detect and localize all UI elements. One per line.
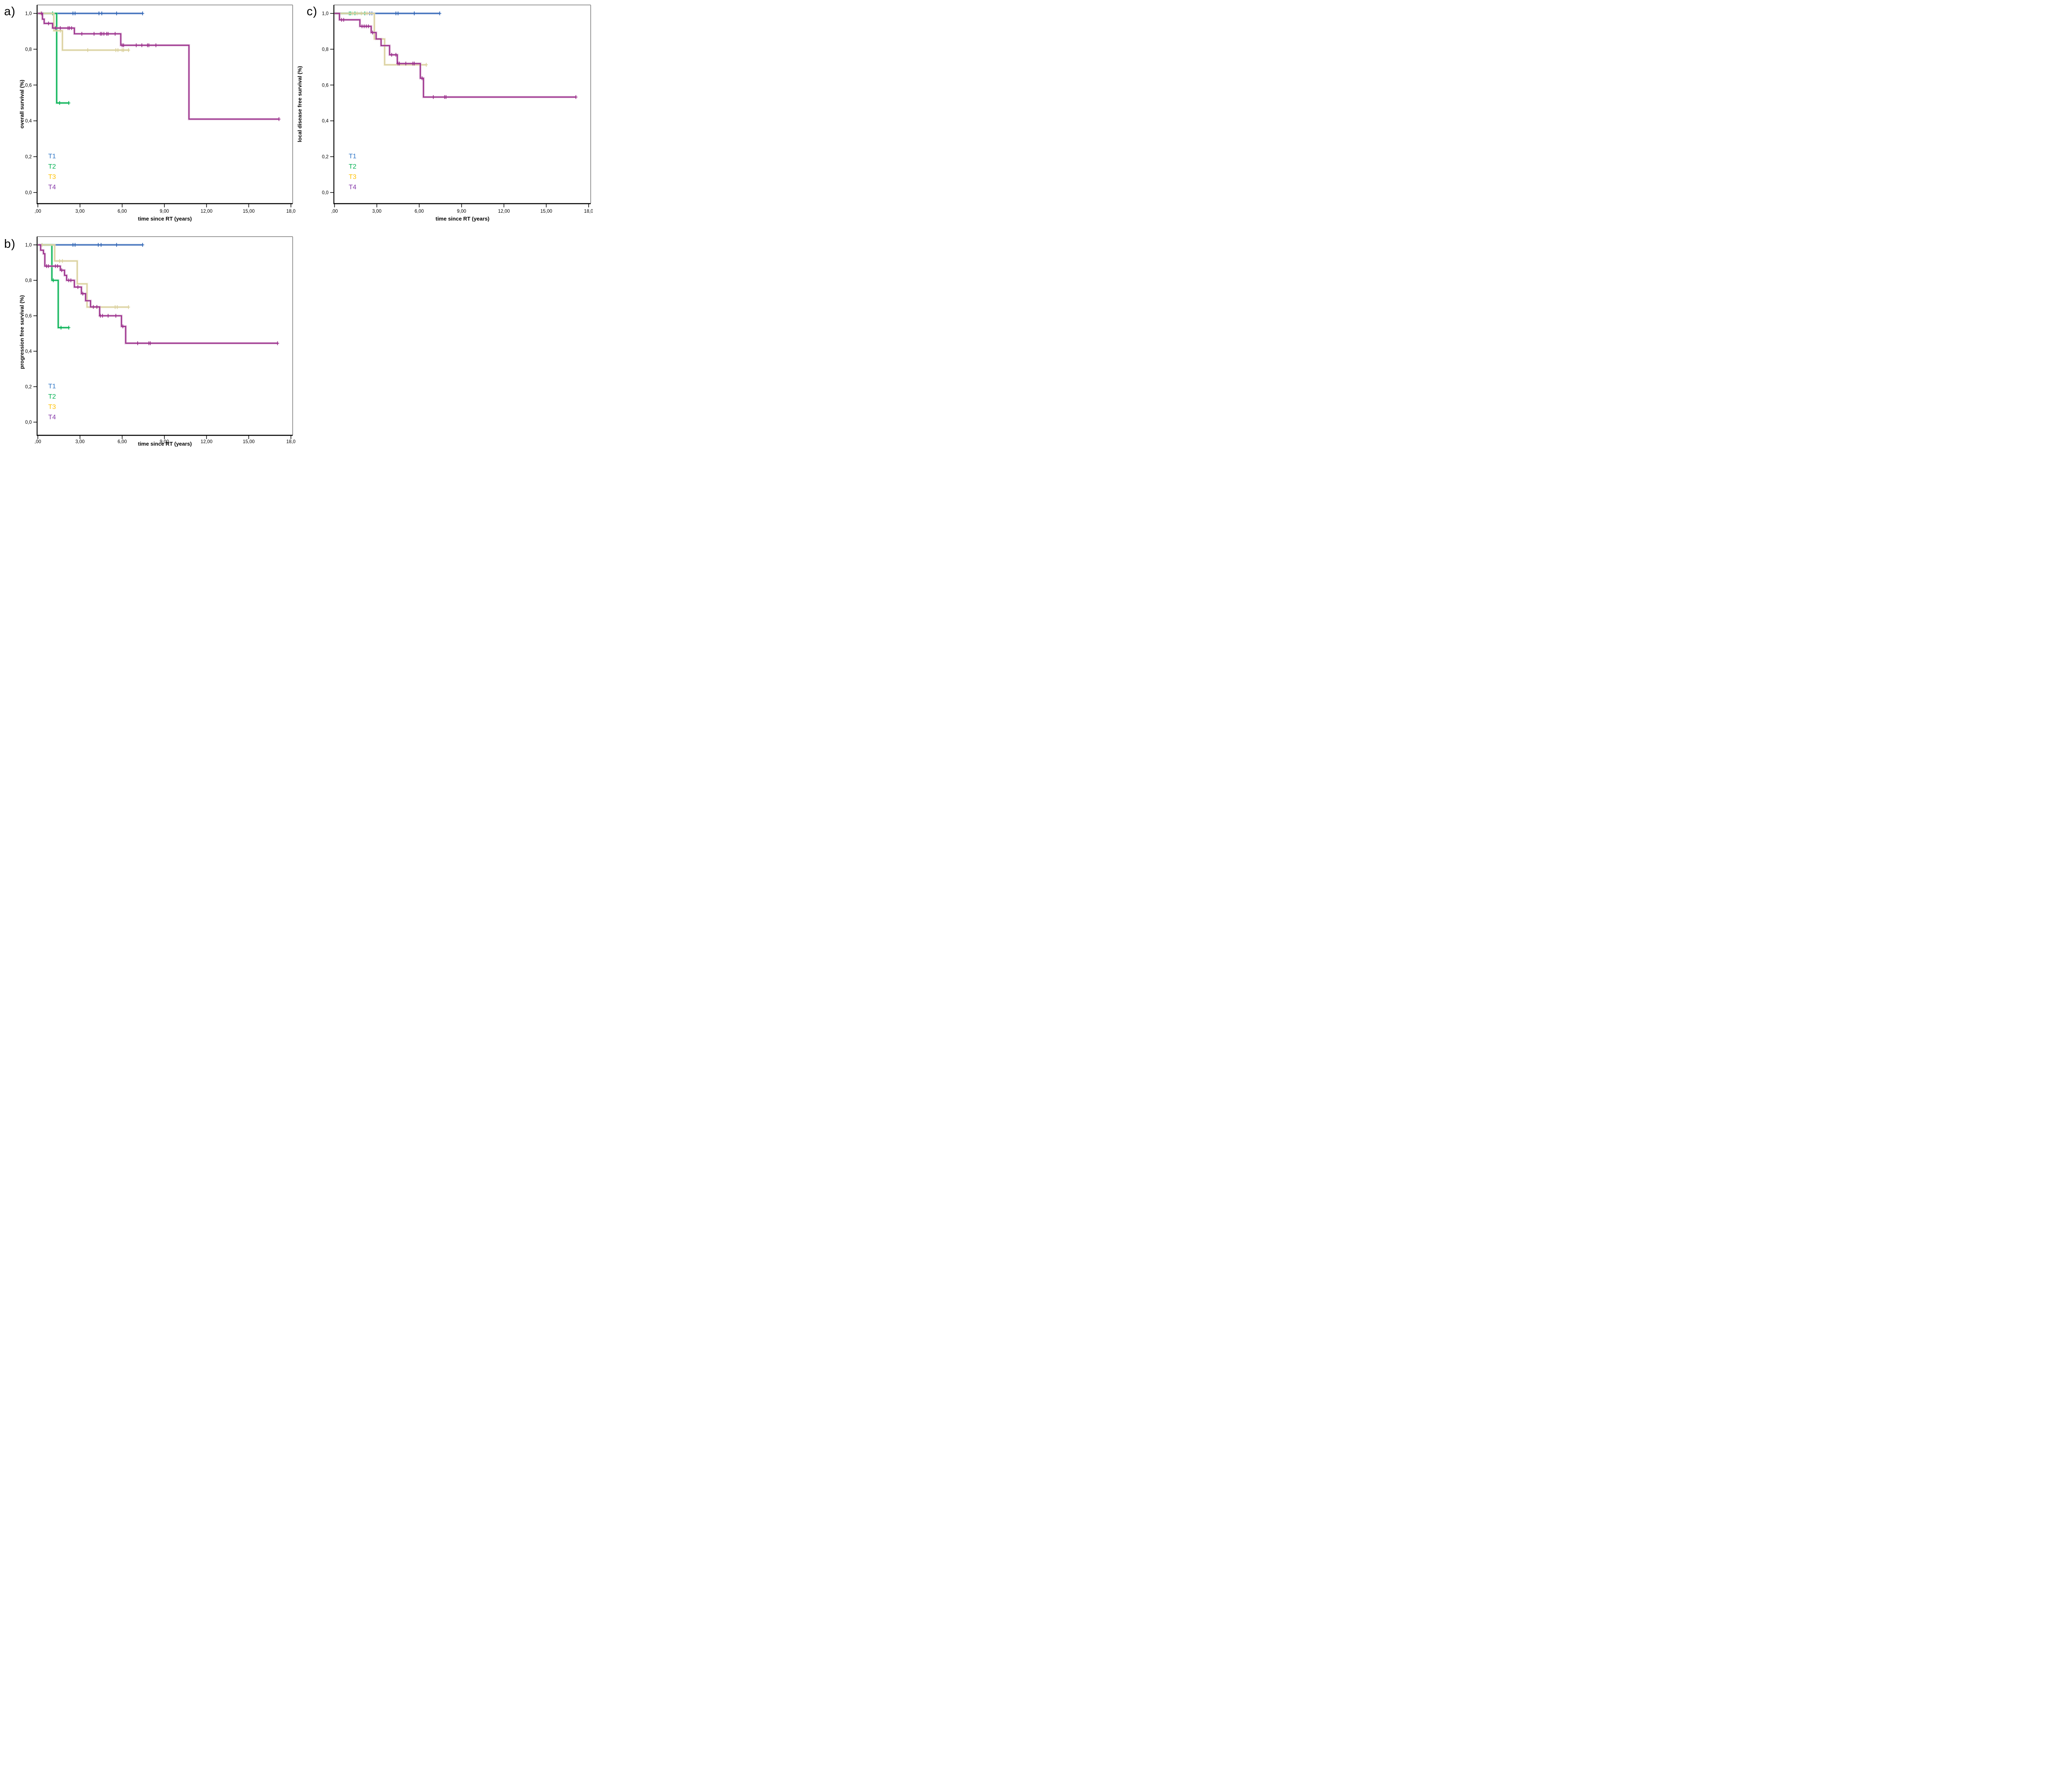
legend-item-T2-c: T2 [349,163,357,170]
x-tick-label-b: 9,00 [160,439,169,444]
y-tick-label-b: 0,0 [25,420,32,425]
legend-item-T4-c: T4 [349,184,357,191]
x-tick-label-c: 9,00 [457,209,466,214]
x-tick-label-b: 15,00 [243,439,255,444]
x-tick-label-a: 3,00 [75,209,85,214]
km-curve-T4-a [38,13,279,120]
y-tick-label-b: 0,4 [25,349,32,354]
panel-letter-b: b) [4,237,16,251]
y-tick-label-b: 1,0 [25,243,32,248]
x-tick-label-c: 12,00 [498,209,510,214]
legend-item-T1-c: T1 [349,153,357,160]
y-tick-label-b: 0,2 [25,385,32,390]
legend-panel-c: T1 T2 T3 T4 [349,151,357,193]
x-tick-label-b: 3,00 [75,439,85,444]
km-curve-halo-T3-a [38,12,129,52]
x-tick-label-c: 15,00 [540,209,552,214]
y-tick-label-c: 0,0 [322,190,329,195]
y-tick-label-a: 0,8 [25,47,32,52]
km-curve-T3-a [38,13,129,51]
y-tick-label-c: 1,0 [322,12,329,16]
km-curve-T3-b [38,244,129,308]
x-tick-label-a: 9,00 [160,209,169,214]
y-tick-label-a: 0,2 [25,155,32,160]
y-axis-title-c: local disease free survival (%) [296,66,303,142]
x-tick-label-c: ,00 [331,209,338,214]
x-tick-label-a: ,00 [35,209,41,214]
legend-item-T2-b: T2 [48,393,56,400]
legend-item-T3-a: T3 [48,174,56,181]
legend-item-T3-b: T3 [48,404,56,411]
y-tick-label-c: 0,4 [322,119,329,124]
km-curve-T2-b [38,244,69,329]
km-survival-figure: ,00 3,00 6,00 9,00 12,00 15,00 18,0 0,0 0,2 0,4 0,… [0,0,593,448]
y-tick-label-b: 0,6 [25,314,32,319]
x-tick-label-a: 15,00 [243,209,255,214]
y-tick-label-a: 0,0 [25,190,32,195]
x-tick-label-a: 18,0 [286,209,296,214]
y-tick-label-c: 0,2 [322,155,329,160]
km-curve-T4-b [38,244,278,344]
x-tick-label-c: 18,0 [584,209,593,214]
x-tick-label-a: 12,00 [201,209,213,214]
y-axis-title-a: overall survival (%) [19,80,25,129]
y-axis-title-b: progression free survival (%) [19,295,25,369]
panel-letter-a: a) [4,5,16,18]
legend-item-T4-a: T4 [48,184,56,191]
x-tick-label-b: ,00 [35,439,41,444]
x-axis-title-c: time since RT (years) [435,216,490,222]
x-tick-label-b: 12,00 [201,439,213,444]
legend-panel-a: T1 T2 T3 T4 [48,151,56,193]
legend-panel-b: T1 T2 T3 T4 [48,381,56,423]
y-tick-label-a: 0,6 [25,83,32,88]
x-tick-label-b: 6,00 [117,439,127,444]
legend-item-T3-c: T3 [349,174,357,181]
y-tick-label-b: 0,8 [25,278,32,283]
km-curve-T4-c [334,13,576,98]
y-tick-label-a: 0,4 [25,119,32,124]
y-tick-label-a: 1,0 [25,12,32,16]
legend-item-T2-a: T2 [48,163,56,170]
survival-curves-canvas: ,00 3,00 6,00 9,00 12,00 15,00 18,0 0,0 0,2 0,4 0,… [25,5,593,444]
panel-letter-c: c) [307,5,318,18]
x-tick-label-c: 3,00 [372,209,381,214]
km-curve-halo-T4-b [38,244,278,345]
x-tick-label-c: 6,00 [415,209,424,214]
y-tick-label-c: 0,8 [322,47,329,52]
x-tick-label-b: 18,0 [286,439,296,444]
km-curve-halo-T2-b [38,244,69,329]
legend-item-T1-a: T1 [48,153,56,160]
x-tick-label-a: 6,00 [117,209,127,214]
x-axis-title-b: time since RT (years) [138,441,192,447]
x-axis-title-a: time since RT (years) [138,216,192,222]
legend-item-T1-b: T1 [48,383,56,390]
legend-item-T4-b: T4 [48,414,56,421]
y-tick-label-c: 0,6 [322,83,329,88]
